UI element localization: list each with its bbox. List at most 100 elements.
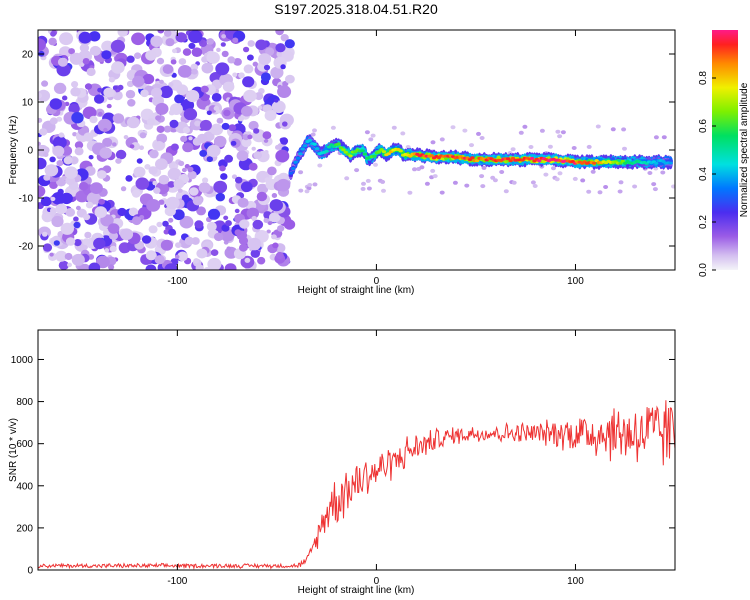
heatmap-noise-cell [97, 111, 103, 117]
heatmap-noise-cell [51, 192, 66, 205]
heatmap-signal-cell [341, 148, 346, 152]
heatmap-noise-cell [78, 31, 92, 44]
heatmap-noise-cell [38, 38, 46, 52]
heatmap-noise-cell [185, 89, 200, 103]
heatmap-noise-cell [207, 257, 222, 270]
heatmap-noise-cell [450, 125, 456, 130]
heatmap-signal-cell [348, 154, 353, 158]
heatmap-noise-cell [93, 237, 106, 250]
heatmap-noise-cell [283, 219, 296, 230]
heatmap-noise-cell [112, 113, 125, 124]
heatmap-noise-cell [407, 190, 413, 195]
heatmap-noise-cell [219, 165, 226, 172]
heatmap-noise-cell [257, 105, 263, 110]
colorbar-gradient [712, 30, 738, 270]
heatmap-noise-cell [252, 61, 258, 67]
heatmap-noise-cell [181, 167, 187, 173]
heatmap-noise-cell [38, 92, 42, 99]
heatmap-noise-cell [554, 177, 560, 182]
heatmap-noise-cell [88, 31, 101, 42]
heatmap-noise-cell [41, 80, 49, 87]
heatmap-noise-cell [304, 189, 310, 194]
heatmap-noise-cell [69, 52, 84, 65]
heatmap-noise-cell [412, 167, 417, 172]
heatmap-noise-cell [543, 172, 549, 177]
heatmap-noise-cell [580, 178, 586, 183]
y-tick-label: 0 [27, 146, 33, 157]
heatmap-noise-cell [243, 46, 250, 53]
y-tick-label: 20 [22, 50, 34, 61]
heatmap-noise-cell [262, 131, 272, 140]
heatmap-noise-cell [177, 251, 188, 262]
heatmap-noise-cell [172, 48, 177, 54]
heatmap-noise-cell [464, 183, 470, 188]
heatmap-noise-cell [100, 214, 114, 227]
heatmap-noise-cell [176, 84, 189, 96]
y-tick-label: 200 [16, 523, 33, 534]
heatmap-signal-cell [668, 161, 673, 165]
heatmap-noise-cell [528, 145, 534, 149]
heatmap-signal-cell [377, 150, 382, 154]
colorbar-label: Normalized spectral amplitude [739, 82, 750, 217]
heatmap-noise-cell [243, 64, 254, 74]
heatmap-noise-cell [231, 174, 238, 179]
heatmap-noise-cell [312, 182, 318, 187]
heatmap-signal-cell [470, 156, 475, 160]
heatmap-noise-cell [165, 196, 180, 210]
heatmap-noise-cell [271, 234, 277, 240]
heatmap-noise-cell [148, 166, 158, 175]
heatmap-noise-cell [220, 228, 235, 242]
heatmap-noise-cell [38, 185, 46, 198]
heatmap-noise-cell [173, 178, 185, 189]
heatmap-noise-cell [199, 149, 208, 157]
heatmap-noise-cell [632, 184, 638, 189]
heatmap-noise-cell [88, 262, 101, 270]
heatmap-noise-cell [265, 47, 275, 56]
heatmap-noise-cell [181, 194, 190, 201]
colorbar-ticks: 0.0 0.2 0.4 0.6 0.8 [698, 71, 716, 277]
heatmap-noise-cell [187, 170, 197, 180]
heatmap-noise-cell [246, 207, 259, 219]
heatmap-noise-cell [216, 117, 224, 124]
heatmap-noise-cell [248, 120, 259, 131]
heatmap-noise-cell [49, 181, 58, 189]
heatmap-noise-cell [85, 201, 94, 209]
colorbar-tick-label: 0.8 [698, 71, 709, 85]
heatmap-noise-cell [439, 190, 445, 195]
heatmap-noise-cell [111, 61, 125, 74]
heatmap-noise-cell [82, 238, 91, 246]
heatmap-noise-cell [159, 79, 164, 84]
heatmap-noise-cell [211, 93, 222, 102]
heatmap-noise-cell [163, 125, 172, 133]
heatmap-noise-cell [120, 228, 134, 241]
snr-x-label: Height of straight line (km) [298, 585, 415, 596]
heatmap-noise-cell [330, 125, 336, 130]
heatmap-noise-cell [223, 215, 229, 220]
heatmap-noise-cell [178, 58, 187, 65]
heatmap-noise-cell [146, 118, 155, 126]
heatmap-noise-cell [162, 220, 169, 227]
heatmap-noise-cell [481, 165, 487, 170]
snr-series-line [38, 400, 675, 570]
y-tick-label: -10 [19, 194, 34, 205]
heatmap-noise-cell [99, 147, 112, 159]
heatmap-noise-cell [560, 130, 566, 135]
heatmap-noise-cell [238, 72, 245, 79]
heatmap-noise-cell [197, 133, 208, 144]
heatmap-noise-cell [53, 82, 67, 94]
heatmap-noise-cell [64, 252, 73, 261]
x-tick-label: 0 [374, 576, 380, 587]
heatmap-noise-cell [58, 132, 65, 138]
heatmap-noise-cell [215, 62, 230, 76]
y-tick-label: 400 [16, 481, 33, 492]
heatmap-noise-cell [647, 171, 653, 175]
heatmap-noise-cell [222, 81, 235, 93]
heatmap-noise-cell [247, 40, 255, 47]
heatmap-noise-cell [298, 170, 304, 175]
heatmap-noise-cell [71, 112, 84, 124]
heatmap-noise-cell [168, 161, 176, 168]
spectrogram-x-label: Height of straight line (km) [298, 285, 415, 296]
heatmap-noise-cell [232, 37, 239, 43]
heatmap-noise-cell [55, 250, 68, 262]
heatmap-noise-cell [651, 182, 657, 187]
